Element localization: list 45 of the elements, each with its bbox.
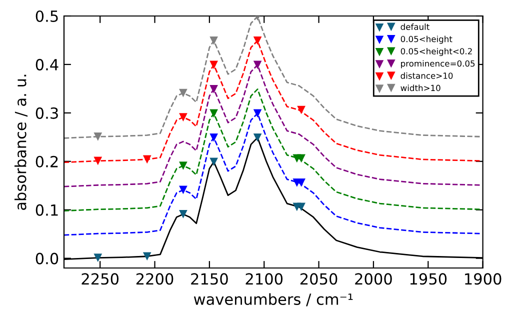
point [179,113,188,122]
x-tick-label: 2100 [246,273,283,285]
point [297,106,306,114]
point [297,154,306,163]
point [210,36,218,45]
point [253,36,262,45]
legend-label: 0.05<height [400,36,452,44]
y-tick-label: 0.5 [36,10,58,22]
point [179,88,188,98]
legend-label: distance>10 [400,72,453,79]
x-tick-label: 2050 [300,273,338,285]
x-tick-label: 2150 [191,273,228,285]
y-tick-label: 0.4 [36,58,58,70]
y-tick-label: 0.3 [36,107,58,119]
point [210,60,218,70]
point [210,133,218,142]
point [179,210,188,218]
point [297,202,306,212]
point [94,254,102,262]
y-tick-label: 0.1 [36,204,58,216]
legend-label: default [400,24,430,30]
point [210,109,218,118]
x-tick-label: 2000 [355,273,392,285]
x-tick-label: 2200 [136,273,174,285]
point [94,132,102,141]
x-tick-label: 1950 [410,273,447,285]
point [142,252,152,261]
point [210,158,218,166]
x-tick-label: 1900 [465,273,502,285]
point [253,133,262,142]
y-axis-title: absorbance / a. u. [14,74,28,210]
legend-label: prominence=0.05 [401,60,475,68]
point [253,109,262,118]
x-axis-title: wavenumbers / cm⁻¹ [194,293,353,306]
point [210,85,218,94]
legend-label: 0.05<height<0.2 [400,48,472,56]
legend-label: width>10 [400,84,440,92]
point [94,156,102,166]
y-tick-label: 0.2 [36,156,58,168]
point [179,186,188,194]
y-tick-label: 0.0 [36,252,58,264]
x-tick-label: 2250 [82,273,119,285]
point [253,60,262,70]
point [142,155,152,164]
point [179,162,188,170]
